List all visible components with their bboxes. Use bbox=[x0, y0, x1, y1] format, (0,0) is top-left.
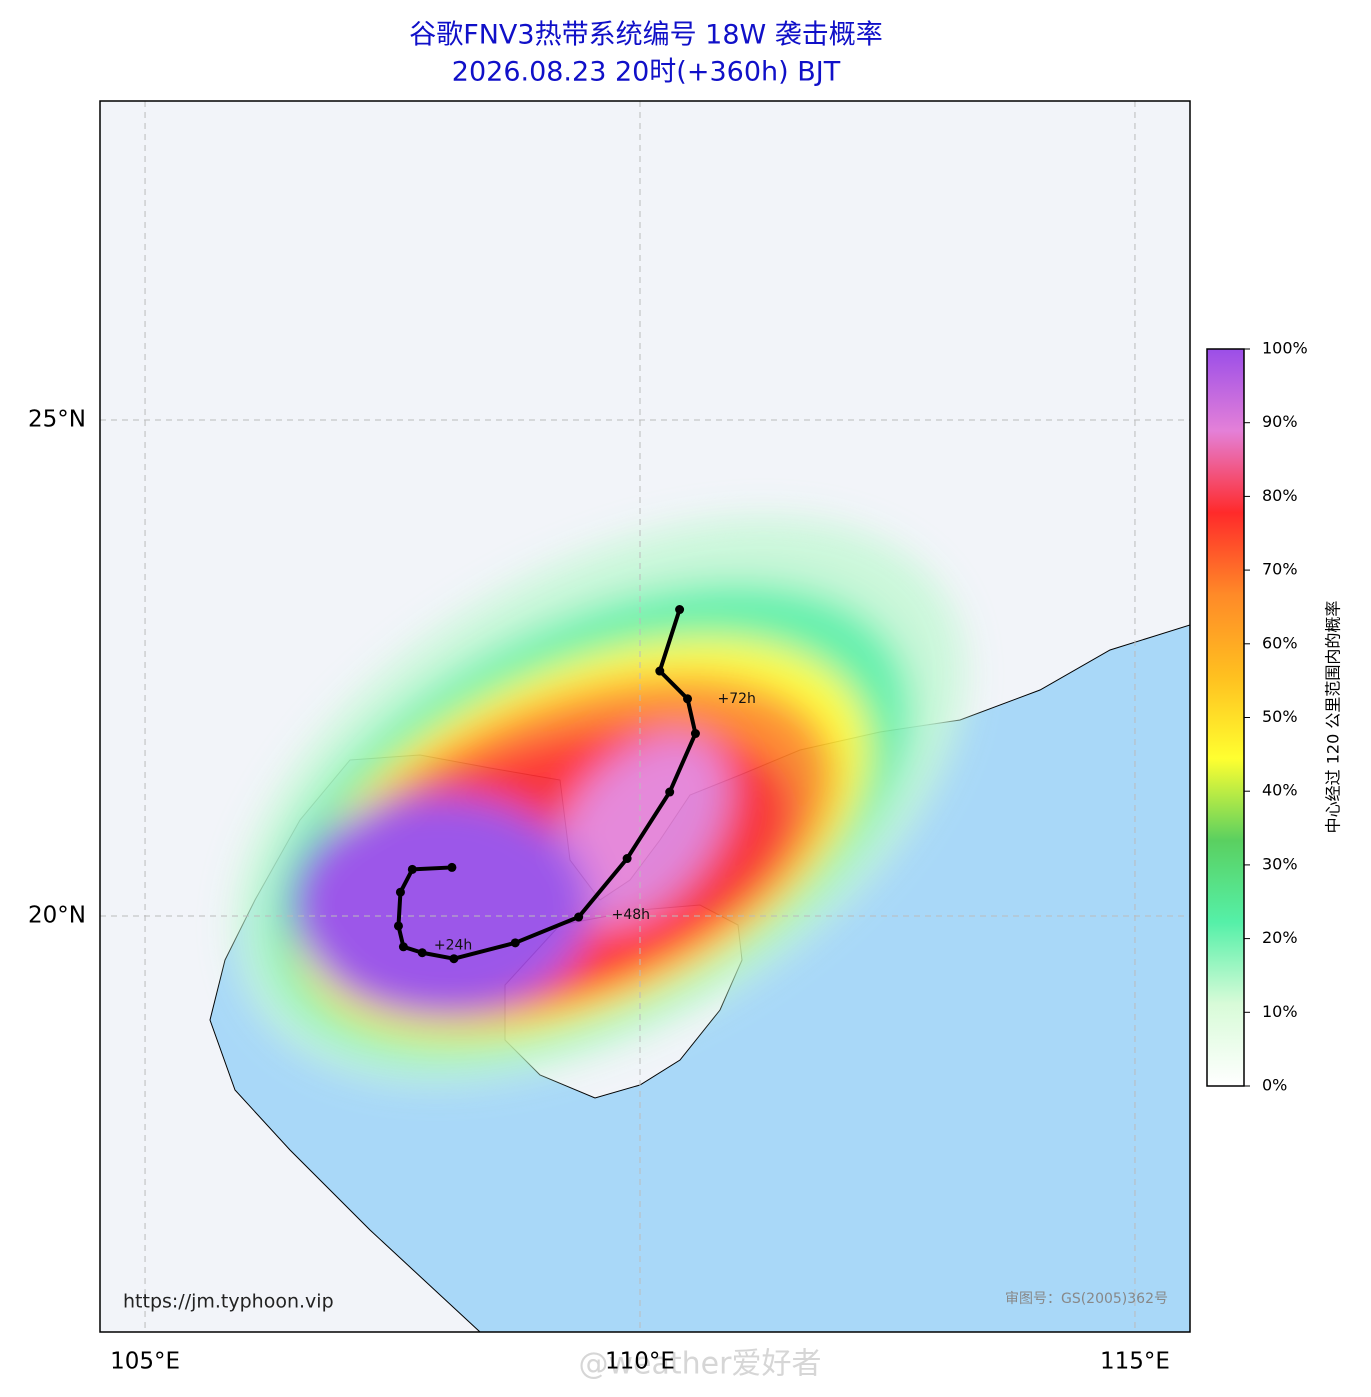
x-tick-label: 110°E bbox=[605, 1349, 675, 1375]
review-number: 审图号：GS(2005)362号 bbox=[1005, 1291, 1168, 1307]
track-point bbox=[665, 787, 675, 797]
track-point bbox=[417, 948, 427, 958]
colorbar-tick-label: 40% bbox=[1262, 781, 1298, 800]
colorbar-tick-label: 50% bbox=[1262, 707, 1298, 726]
colorbar-tick-label: 100% bbox=[1262, 339, 1308, 358]
colorbar-tick-label: 30% bbox=[1262, 854, 1298, 873]
colorbar bbox=[1206, 348, 1245, 1087]
watermark: @weather爱好者 bbox=[579, 1347, 822, 1382]
track-point bbox=[655, 666, 665, 676]
y-tick-label: 20°N bbox=[28, 903, 86, 929]
frame bbox=[99, 100, 1191, 1333]
track-point bbox=[574, 912, 584, 922]
colorbar-tick-label: 70% bbox=[1262, 560, 1298, 579]
track-point bbox=[449, 954, 459, 964]
colorbar-tick-label: 20% bbox=[1262, 928, 1298, 947]
track-point bbox=[407, 864, 417, 874]
colorbar-label: 中心经过 120 公里范围内的概率 bbox=[1324, 601, 1343, 834]
track-annotation: +72h bbox=[718, 691, 756, 707]
colorbar-tick-label: 0% bbox=[1262, 1076, 1287, 1095]
track-point bbox=[690, 729, 700, 739]
x-tick-label: 115°E bbox=[1100, 1349, 1170, 1375]
track-point bbox=[675, 605, 685, 615]
map bbox=[100, 101, 1190, 1332]
colorbar-tick-label: 80% bbox=[1262, 486, 1298, 505]
track-point bbox=[622, 854, 632, 864]
colorbar-tick-label: 10% bbox=[1262, 1002, 1298, 1021]
probability-field bbox=[234, 517, 965, 1083]
subtitle: 2026.08.23 20时(+360h) BJT bbox=[452, 57, 841, 88]
colorbar-tick-label: 90% bbox=[1262, 412, 1298, 431]
track-annotation: +24h bbox=[434, 938, 472, 954]
y-tick-label: 25°N bbox=[28, 407, 86, 433]
track-point bbox=[393, 921, 403, 931]
source: https://jm.typhoon.vip bbox=[123, 1291, 334, 1313]
colorbar-tick-label: 60% bbox=[1262, 633, 1298, 652]
title: 谷歌FNV3热带系统编号 18W 袭击概率 bbox=[409, 20, 883, 51]
track-point bbox=[510, 938, 520, 948]
track-annotation: +48h bbox=[612, 907, 650, 923]
x-tick-label: 105°E bbox=[110, 1349, 180, 1375]
track-point bbox=[447, 862, 457, 872]
track-point bbox=[395, 887, 405, 897]
track-point bbox=[398, 942, 408, 952]
track-point bbox=[683, 694, 693, 704]
